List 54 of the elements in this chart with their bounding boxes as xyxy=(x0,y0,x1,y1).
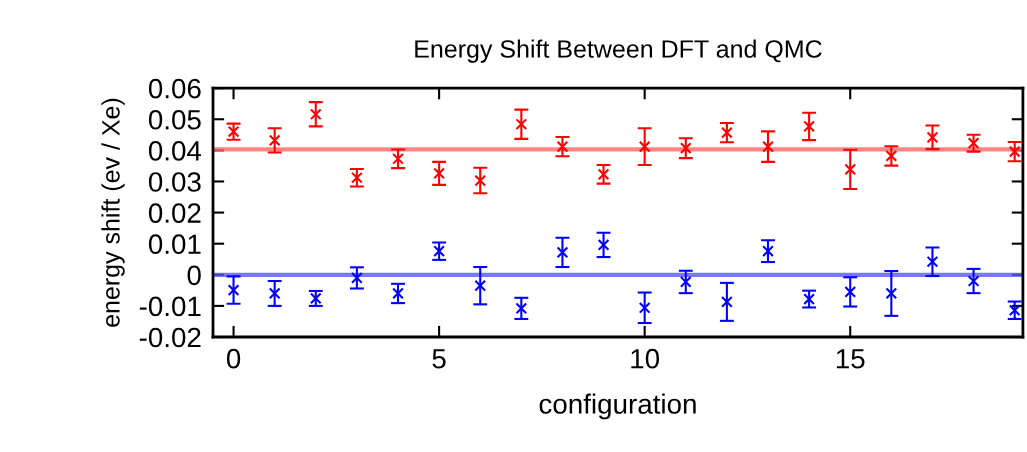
point xyxy=(803,293,816,305)
point xyxy=(926,255,939,268)
y-tick-label: 0.01 xyxy=(148,234,201,255)
x-tick-label: 10 xyxy=(631,348,660,369)
point xyxy=(474,279,487,292)
point xyxy=(597,239,610,251)
point xyxy=(1008,304,1021,317)
point xyxy=(433,167,446,180)
y-tick-label: 0.06 xyxy=(148,78,201,99)
point xyxy=(679,142,692,155)
point xyxy=(392,152,404,165)
point xyxy=(474,174,487,187)
point xyxy=(803,120,816,133)
y-tick-label: 0.03 xyxy=(148,172,201,192)
point xyxy=(515,118,528,131)
y-tick-label: -0.01 xyxy=(139,296,201,317)
point xyxy=(433,245,446,258)
point xyxy=(227,284,240,296)
y-tick-label: 0.02 xyxy=(148,203,201,223)
point xyxy=(515,302,528,315)
point xyxy=(597,168,610,181)
point xyxy=(885,150,898,162)
point xyxy=(844,163,857,176)
y-tick-label: -0.02 xyxy=(139,327,201,348)
x-tick-label: 0 xyxy=(226,348,241,369)
point xyxy=(350,272,363,284)
y-tick-label: 0 xyxy=(187,265,201,286)
point xyxy=(720,126,733,139)
point xyxy=(309,108,322,121)
chart-title: Energy Shift Between DFT and QMC xyxy=(415,39,822,63)
point xyxy=(720,295,733,308)
x-tick-label: 5 xyxy=(432,349,446,369)
x-tick-label: 15 xyxy=(836,349,865,369)
y-tick-label: 0.04 xyxy=(148,141,202,161)
point xyxy=(268,134,281,147)
y-tick-label: 0.05 xyxy=(148,109,201,130)
point xyxy=(967,275,980,287)
point xyxy=(1008,145,1021,158)
point xyxy=(926,131,939,144)
point xyxy=(762,140,774,153)
y-axis-title: energy shift (ev / Xe) xyxy=(101,98,125,327)
point xyxy=(268,287,281,300)
point xyxy=(638,301,651,314)
point xyxy=(885,287,898,300)
point xyxy=(392,287,404,300)
point xyxy=(844,286,857,298)
x-axis-title: configuration xyxy=(539,393,696,420)
point xyxy=(638,140,651,153)
point xyxy=(967,137,980,150)
point xyxy=(762,245,774,258)
point xyxy=(556,140,569,153)
point xyxy=(350,171,363,184)
point xyxy=(679,276,692,288)
point xyxy=(556,246,569,259)
